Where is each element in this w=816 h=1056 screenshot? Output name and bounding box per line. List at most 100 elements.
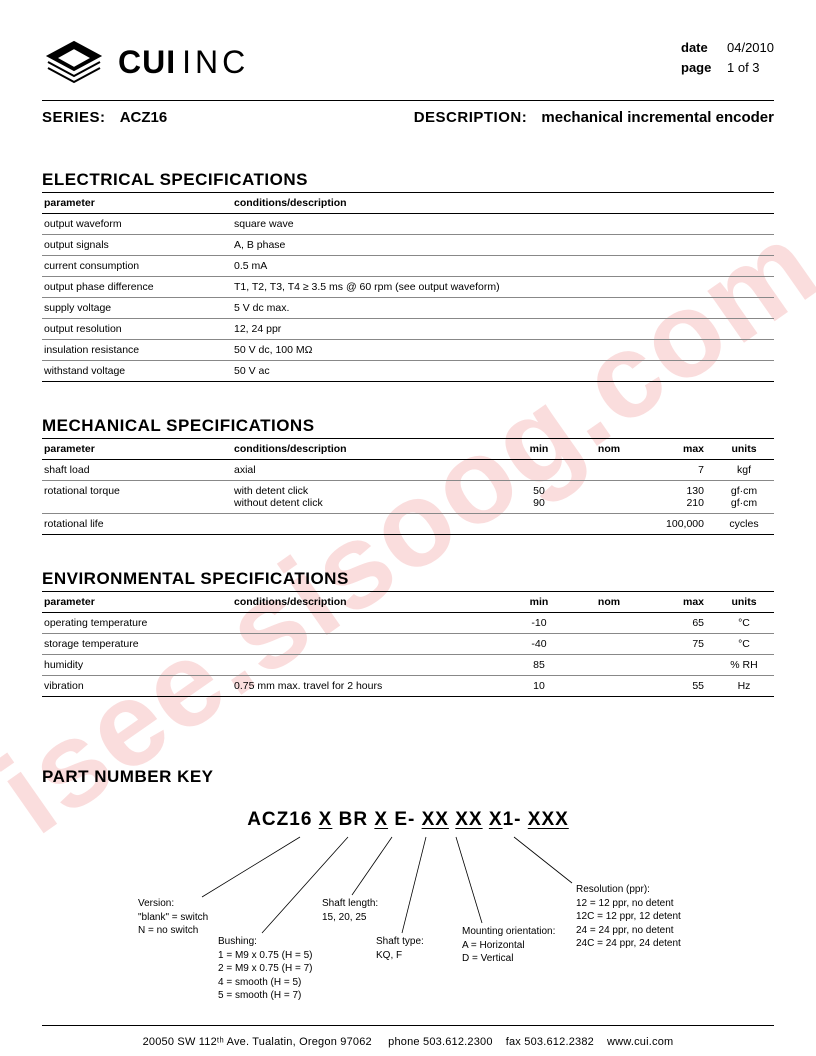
cell-min: 5090 [504,481,574,514]
company-suffix: INC [182,44,249,80]
cell-param: humidity [42,655,232,676]
mechanical-table: parameter conditions/description min nom… [42,438,774,535]
label-resolution: Resolution (ppr): 12 = 12 ppr, no detent… [576,883,681,951]
cell-nom [574,460,644,481]
cell-cond: 50 V ac [232,361,774,382]
cell-cond: square wave [232,214,774,235]
cell-units: Hz [714,676,774,697]
label-shaft-type-head: Shaft type: [376,935,424,949]
cell-cond [232,634,504,655]
table-row: insulation resistance50 V dc, 100 MΩ [42,340,774,361]
table-row: withstand voltage50 V ac [42,361,774,382]
electrical-title: ELECTRICAL SPECIFICATIONS [42,170,774,190]
col-conditions: conditions/description [232,592,504,613]
cell-max: 100,000 [644,514,714,535]
footer: 20050 SW 112ᵗʰ Ave. Tualatin, Oregon 970… [42,1036,774,1048]
label-shaft-type: Shaft type: KQ, F [376,935,424,962]
col-nom: nom [574,439,644,460]
cell-min: -10 [504,613,574,634]
cell-cond: axial [232,460,504,481]
cell-param: storage temperature [42,634,232,655]
mechanical-title: MECHANICAL SPECIFICATIONS [42,416,774,436]
col-conditions: conditions/description [232,439,504,460]
footer-phone: 503.612.2300 [423,1036,493,1048]
label-shaft-length-head: Shaft length: [322,897,378,911]
label-version-body: "blank" = switchN = no switch [138,912,208,937]
cell-param: output phase difference [42,277,232,298]
cell-max: 130210 [644,481,714,514]
label-resolution-head: Resolution (ppr): [576,883,681,897]
header: CUIINC date04/2010 page1 of 3 [42,38,774,86]
label-mounting-body: A = HorizontalD = Vertical [462,940,525,965]
label-resolution-body: 12 = 12 ppr, no detent12C = 12 ppr, 12 d… [576,898,681,950]
environmental-title: ENVIRONMENTAL SPECIFICATIONS [42,569,774,589]
cell-param: output resolution [42,319,232,340]
col-conditions: conditions/description [232,193,774,214]
label-shaft-type-body: KQ, F [376,950,402,961]
col-parameter: parameter [42,592,232,613]
electrical-table: parameter conditions/description output … [42,192,774,382]
table-row: vibration0.75 mm max. travel for 2 hours… [42,676,774,697]
footer-fax: 503.612.2382 [524,1036,594,1048]
cell-nom [574,481,644,514]
col-parameter: parameter [42,193,232,214]
label-version: Version: "blank" = switchN = no switch [138,897,208,938]
date-label: date [681,38,727,58]
table-row: supply voltage5 V dc max. [42,298,774,319]
cui-logo-icon [42,38,106,86]
part-number-key-title: PART NUMBER KEY [42,767,774,787]
cell-min [504,514,574,535]
table-row: output resolution12, 24 ppr [42,319,774,340]
cell-units: kgf [714,460,774,481]
cell-cond: 0.5 mA [232,256,774,277]
label-bushing-body: 1 = M9 x 0.75 (H = 5)2 = M9 x 0.75 (H = … [218,950,313,1002]
table-row: storage temperature -40 75°C [42,634,774,655]
cell-max: 75 [644,634,714,655]
cell-nom [574,514,644,535]
label-bushing: Bushing: 1 = M9 x 0.75 (H = 5)2 = M9 x 0… [218,935,313,1003]
col-parameter: parameter [42,439,232,460]
cell-cond [232,655,504,676]
label-bushing-head: Bushing: [218,935,313,949]
cell-cond: 0.75 mm max. travel for 2 hours [232,676,504,697]
series-block: SERIES: ACZ16 [42,109,167,126]
cell-units: cycles [714,514,774,535]
page-label: page [681,58,727,78]
table-row: current consumption0.5 mA [42,256,774,277]
cell-cond: 50 V dc, 100 MΩ [232,340,774,361]
footer-fax-label: fax [506,1036,521,1048]
cell-nom [574,613,644,634]
part-number-diagram: Version: "blank" = switchN = no switch B… [42,835,774,1015]
cell-param: rotational torque [42,481,232,514]
cell-cond [232,514,504,535]
part-number-code: ACZ16 X BR X E- XX XX X1- XXX [42,809,774,831]
cell-min: 85 [504,655,574,676]
col-units: units [714,439,774,460]
col-min: min [504,592,574,613]
cell-units: °C [714,613,774,634]
label-shaft-length: Shaft length: 15, 20, 25 [322,897,378,924]
cell-max [644,655,714,676]
col-max: max [644,592,714,613]
cell-units: °C [714,634,774,655]
cell-min: -40 [504,634,574,655]
cell-param: output waveform [42,214,232,235]
cell-param: operating temperature [42,613,232,634]
cell-param: supply voltage [42,298,232,319]
label-version-head: Version: [138,897,208,911]
description-label: DESCRIPTION: [414,109,528,126]
label-shaft-length-body: 15, 20, 25 [322,912,366,923]
cell-units: % RH [714,655,774,676]
cell-param: output signals [42,235,232,256]
table-row: rotational life 100,000cycles [42,514,774,535]
environmental-table: parameter conditions/description min nom… [42,591,774,697]
label-mounting-head: Mounting orientation: [462,925,555,939]
date-value: 04/2010 [727,38,774,58]
cell-max: 7 [644,460,714,481]
cell-param: rotational life [42,514,232,535]
description-value: mechanical incremental encoder [541,109,774,126]
cell-param: withstand voltage [42,361,232,382]
cell-cond [232,613,504,634]
cell-max: 65 [644,613,714,634]
cell-units: gf·cmgf·cm [714,481,774,514]
